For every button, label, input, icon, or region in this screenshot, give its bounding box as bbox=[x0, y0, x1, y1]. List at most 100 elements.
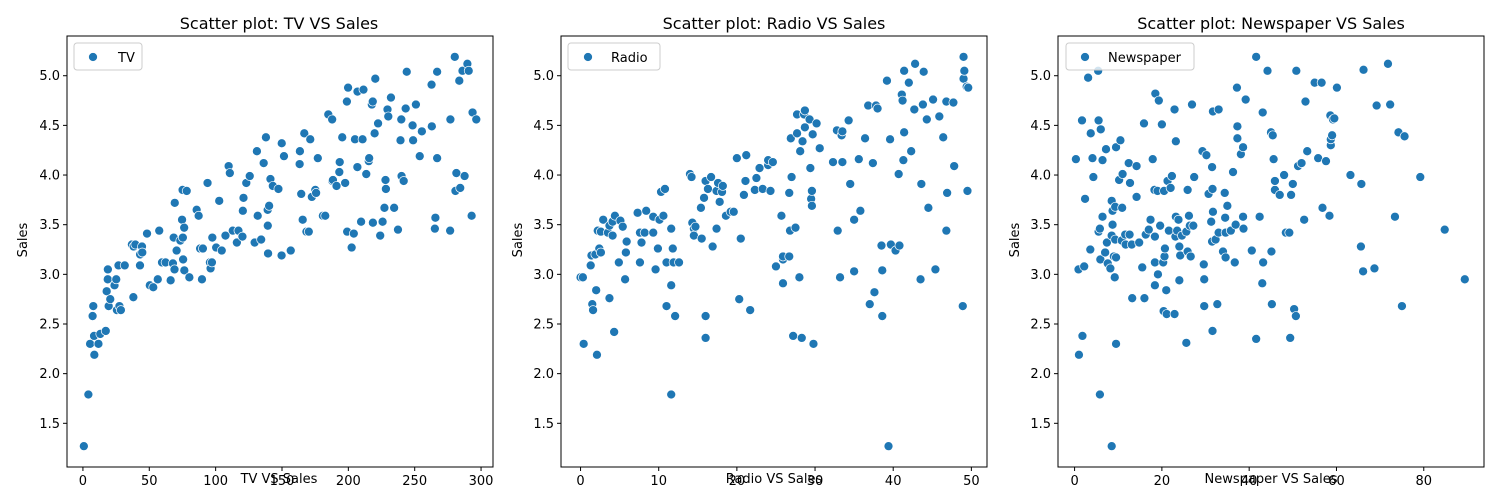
data-point bbox=[1356, 179, 1367, 189]
data-point bbox=[853, 154, 864, 164]
scatter-panel-newspaper: Scatter plot: Newspaper VS Sales 0 20 40 60… bbox=[1008, 14, 1485, 489]
data-point bbox=[1127, 293, 1138, 304]
data-point bbox=[364, 153, 375, 163]
data-point bbox=[811, 118, 822, 129]
data-point bbox=[1173, 214, 1184, 225]
data-point bbox=[331, 181, 342, 191]
data-point bbox=[454, 75, 465, 86]
data-point bbox=[805, 163, 816, 173]
data-point bbox=[1296, 158, 1307, 168]
data-point bbox=[872, 103, 883, 114]
data-point bbox=[639, 227, 650, 238]
data-point bbox=[1207, 326, 1218, 336]
data-point bbox=[1385, 99, 1396, 110]
data-point bbox=[784, 188, 795, 198]
data-point bbox=[103, 264, 113, 275]
data-point bbox=[796, 333, 807, 343]
x-axis-label: Radio VS Sales bbox=[726, 472, 823, 487]
data-point bbox=[1358, 266, 1368, 277]
data-point bbox=[303, 226, 314, 237]
data-point bbox=[327, 114, 338, 125]
x-tick-label: 10 bbox=[650, 474, 667, 489]
data-point bbox=[297, 214, 308, 225]
x-tick-label: 20 bbox=[1154, 474, 1171, 489]
data-point bbox=[1150, 280, 1160, 291]
y-tick-label: 1.5 bbox=[1030, 417, 1051, 432]
y-tick-label: 3.5 bbox=[533, 218, 554, 233]
legend-marker bbox=[1080, 52, 1090, 62]
data-point bbox=[342, 96, 352, 107]
data-point bbox=[1238, 223, 1249, 234]
data-point bbox=[835, 272, 845, 283]
data-point bbox=[864, 299, 875, 309]
data-point bbox=[588, 305, 598, 315]
data-point bbox=[296, 189, 307, 199]
data-point bbox=[1317, 202, 1328, 213]
data-point bbox=[1415, 172, 1426, 182]
y-tick-label: 2.0 bbox=[39, 367, 60, 382]
data-point bbox=[596, 247, 606, 258]
data-point bbox=[1155, 220, 1165, 231]
data-point bbox=[111, 274, 122, 285]
legend-marker bbox=[583, 52, 593, 62]
data-point bbox=[1207, 184, 1218, 194]
data-point bbox=[707, 241, 718, 252]
y-tick-label: 5.0 bbox=[533, 69, 554, 84]
data-point bbox=[1232, 121, 1243, 132]
data-point bbox=[1397, 301, 1407, 311]
data-point bbox=[1251, 51, 1262, 62]
data-point bbox=[169, 197, 180, 208]
data-point bbox=[1145, 214, 1156, 225]
x-tick-label: 100 bbox=[203, 474, 228, 489]
data-point bbox=[948, 97, 959, 108]
data-point bbox=[375, 230, 386, 241]
data-point bbox=[910, 58, 920, 69]
data-point bbox=[621, 247, 631, 258]
y-tick-label: 3.5 bbox=[39, 218, 60, 233]
y-tick-label: 2.0 bbox=[1030, 367, 1051, 382]
y-tick-label: 2.0 bbox=[533, 367, 554, 382]
data-point bbox=[1199, 301, 1210, 311]
x-tick-label: 50 bbox=[141, 474, 158, 489]
data-point bbox=[1324, 210, 1335, 221]
data-point bbox=[1208, 206, 1218, 217]
data-point bbox=[179, 222, 190, 233]
data-point bbox=[1077, 331, 1088, 341]
y-tick-label: 3.0 bbox=[533, 268, 554, 283]
data-point bbox=[198, 243, 208, 254]
data-point bbox=[87, 311, 98, 321]
data-point bbox=[1257, 278, 1268, 289]
x-tick-label: 0 bbox=[1070, 474, 1078, 489]
data-point bbox=[728, 206, 739, 217]
y-axis-label: Sales bbox=[1008, 222, 1023, 257]
data-point bbox=[85, 339, 95, 349]
plot-frame bbox=[1057, 35, 1485, 468]
data-point bbox=[807, 200, 817, 211]
data-point bbox=[883, 441, 894, 451]
data-point bbox=[1439, 224, 1450, 235]
data-point bbox=[700, 311, 711, 321]
data-point bbox=[898, 155, 909, 165]
data-point bbox=[636, 237, 647, 248]
data-point bbox=[1291, 65, 1302, 76]
data-point bbox=[93, 339, 104, 349]
data-point bbox=[1284, 227, 1295, 238]
data-point bbox=[1101, 144, 1111, 155]
data-point bbox=[849, 214, 859, 225]
data-point bbox=[674, 257, 684, 268]
data-point bbox=[711, 223, 722, 234]
data-point bbox=[207, 257, 217, 268]
x-tick-label: 20 bbox=[729, 474, 746, 489]
data-point bbox=[1220, 252, 1231, 263]
data-point bbox=[1229, 257, 1240, 268]
data-point bbox=[379, 202, 390, 213]
data-point bbox=[740, 176, 751, 186]
data-point bbox=[471, 114, 482, 125]
data-point bbox=[784, 251, 795, 262]
data-point bbox=[1222, 200, 1233, 211]
data-point bbox=[1267, 130, 1278, 141]
data-point bbox=[1329, 113, 1340, 124]
data-point bbox=[408, 135, 418, 146]
y-tick-label: 4.5 bbox=[39, 119, 60, 134]
data-point bbox=[607, 230, 618, 241]
